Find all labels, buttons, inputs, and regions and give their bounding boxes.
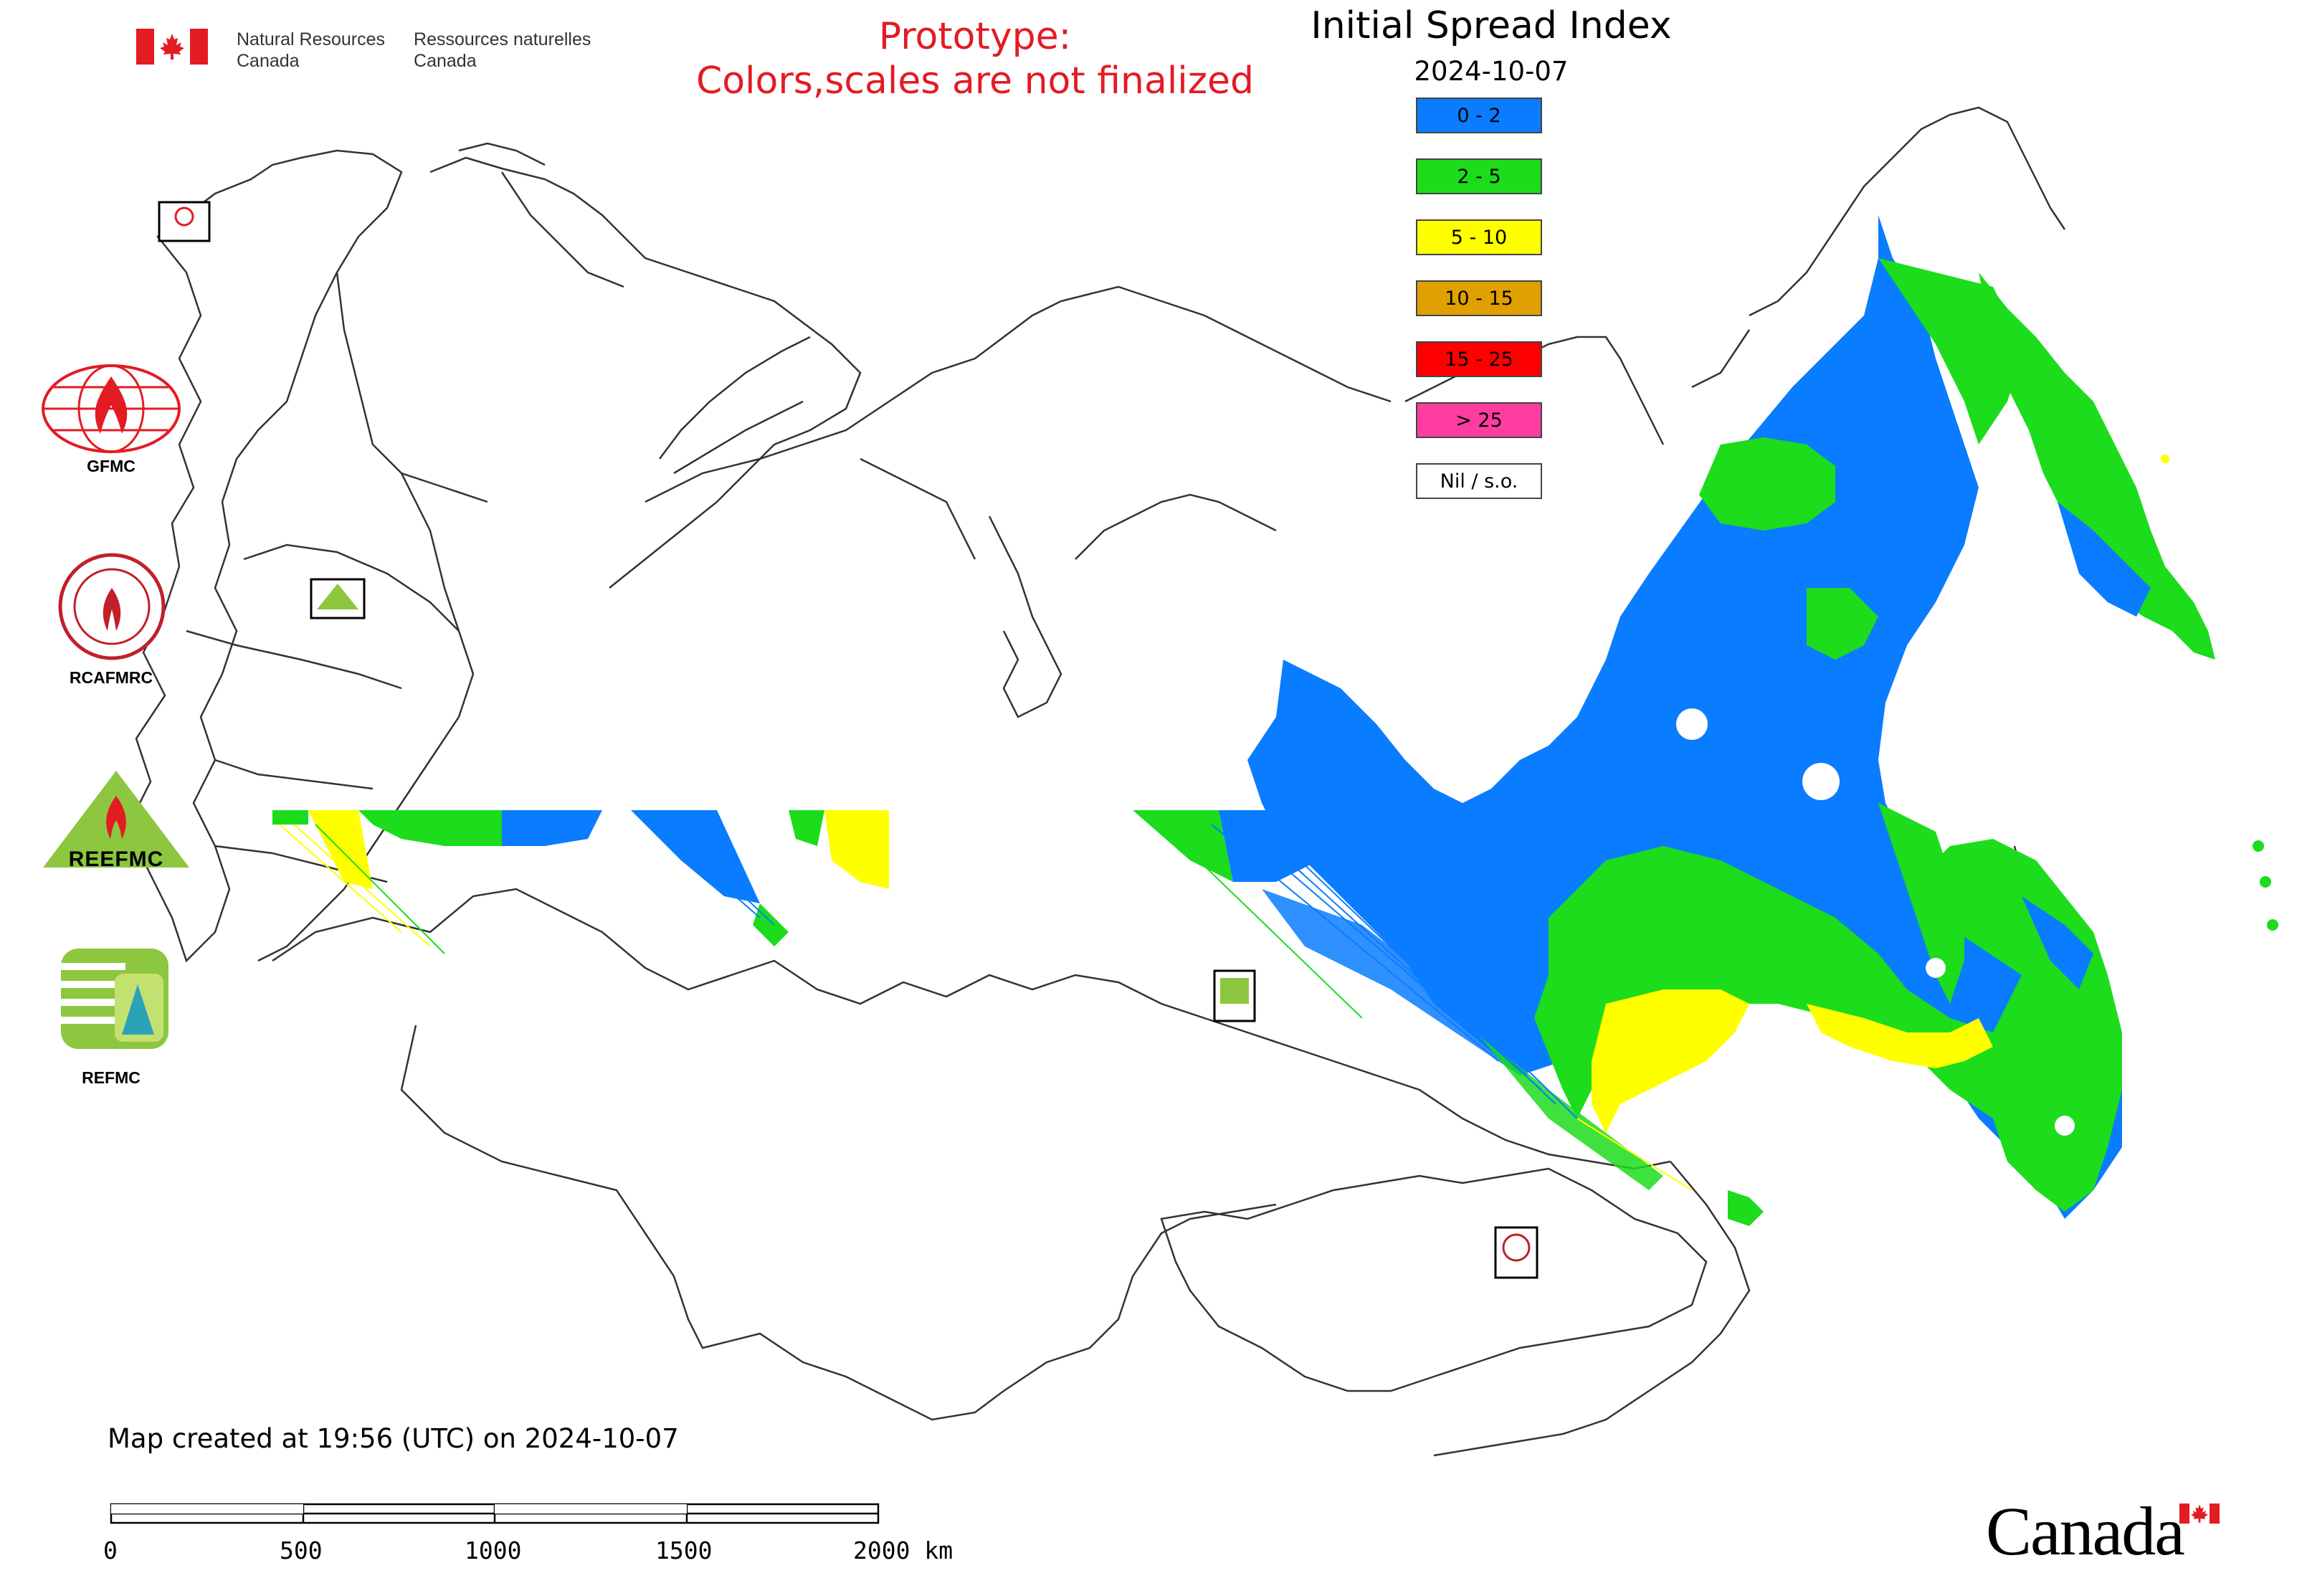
legend-item-nil: Nil / s.o.	[1416, 463, 1542, 499]
rcafmrc-label: RCAFMRC	[69, 668, 153, 687]
legend-item-10-15: 10 - 15	[1416, 280, 1542, 316]
canada-wordmark: Canada	[1986, 1493, 2185, 1569]
canada-flag-icon	[136, 29, 208, 65]
map-title: Initial Spread Index	[1311, 4, 1672, 47]
map-marker-rcafmrc	[1494, 1226, 1538, 1279]
map-marker-gfmc	[158, 201, 211, 242]
reefmc-wordmark: REEFMC	[68, 847, 164, 871]
gfmc-label: GFMC	[87, 457, 135, 475]
prototype-notice: Prototype: Colors,scales are not finaliz…	[695, 15, 1255, 103]
legend-item-15-25: 15 - 25	[1416, 341, 1542, 377]
wordmark-flag-icon	[2179, 1504, 2220, 1524]
refmc-label: REFMC	[82, 1068, 141, 1087]
legend-item-2-5: 2 - 5	[1416, 158, 1542, 194]
country-borders	[128, 106, 2066, 1457]
scale-bar	[110, 1503, 880, 1524]
scale-label-1000: 1000	[465, 1536, 522, 1564]
map-date: 2024-10-07	[1414, 56, 1569, 87]
legend-item-5-10: 5 - 10	[1416, 219, 1542, 255]
refmc-logo	[57, 945, 172, 1055]
legend: 0 - 2 2 - 5 5 - 10 10 - 15 15 - 25 > 25 …	[1416, 98, 1542, 524]
scale-label-0: 0	[103, 1536, 118, 1564]
scale-label-1500: 1500	[655, 1536, 713, 1564]
scale-label-500: 500	[280, 1536, 323, 1564]
gov-name-english: Natural Resources Canada	[237, 29, 386, 71]
legend-item-gt-25: > 25	[1416, 402, 1542, 438]
government-signature: Natural Resources Canada Ressources natu…	[136, 29, 591, 72]
isi-data-layer	[272, 215, 2278, 1226]
map-created-text: Map created at 19:56 (UTC) on 2024-10-07	[108, 1423, 679, 1454]
gov-name-french: Ressources naturelles Canada	[414, 29, 591, 71]
reefmc-logo	[37, 767, 195, 878]
map-marker-reefmc	[310, 578, 366, 619]
map-marker-refmc	[1213, 969, 1256, 1022]
scale-label-2000km: 2000 km	[853, 1536, 953, 1564]
rcafmrc-logo	[57, 552, 166, 664]
gfmc-logo	[39, 362, 183, 458]
legend-item-0-2: 0 - 2	[1416, 98, 1542, 133]
